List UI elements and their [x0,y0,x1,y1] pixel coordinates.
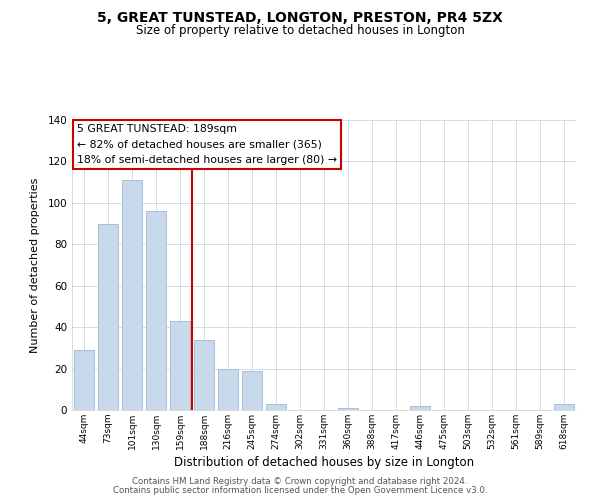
Bar [410,406,430,410]
Bar [266,404,286,410]
Bar [146,211,166,410]
Text: Size of property relative to detached houses in Longton: Size of property relative to detached ho… [136,24,464,37]
Y-axis label: Number of detached properties: Number of detached properties [31,178,40,352]
Bar [122,180,142,410]
Bar [242,370,262,410]
Bar [74,350,94,410]
Text: 5, GREAT TUNSTEAD, LONGTON, PRESTON, PR4 5ZX: 5, GREAT TUNSTEAD, LONGTON, PRESTON, PR4… [97,11,503,25]
Bar [218,368,238,410]
Bar [554,404,574,410]
Bar [98,224,118,410]
Text: 5 GREAT TUNSTEAD: 189sqm
← 82% of detached houses are smaller (365)
18% of semi-: 5 GREAT TUNSTEAD: 189sqm ← 82% of detach… [77,124,337,165]
Bar [338,408,358,410]
Text: Contains HM Land Registry data © Crown copyright and database right 2024.: Contains HM Land Registry data © Crown c… [132,477,468,486]
Text: Contains public sector information licensed under the Open Government Licence v3: Contains public sector information licen… [113,486,487,495]
X-axis label: Distribution of detached houses by size in Longton: Distribution of detached houses by size … [174,456,474,469]
Bar [194,340,214,410]
Bar [170,321,190,410]
